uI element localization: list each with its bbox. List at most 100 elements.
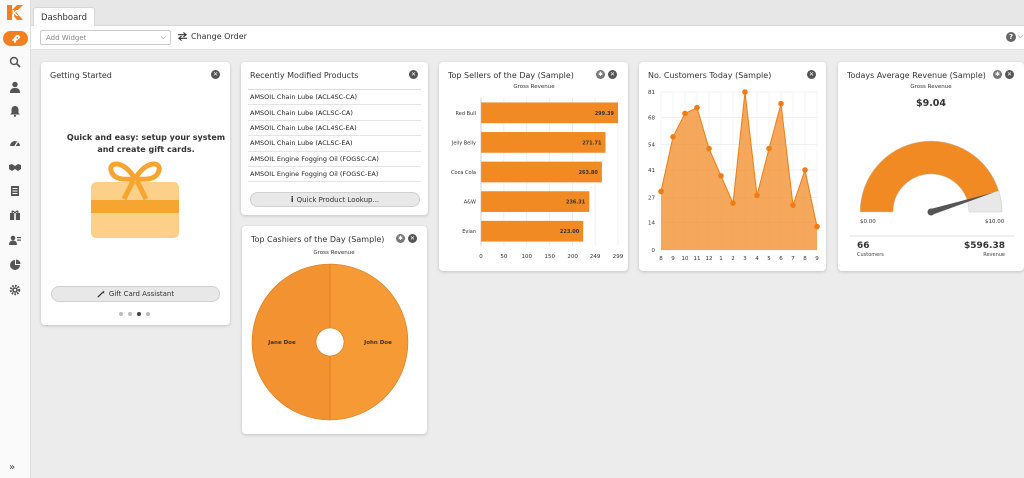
gauge-max-label: $10.00 [985,219,1005,225]
settings-gear-icon[interactable]: ✱ [993,70,1002,79]
x-tick-label: 6 [779,256,783,262]
card-title: No. Customers Today (Sample) [648,71,772,80]
data-point [778,100,784,107]
customers-count: 66 [857,241,870,251]
pager-dot-active[interactable] [137,312,141,316]
category-label: Red Bull [456,111,476,117]
list-item[interactable]: AMSOIL Chain Lube (ACL4SC-EA) [248,121,421,137]
y-tick-label: 27 [648,195,655,201]
help-chevron-icon[interactable]: ⌵ [1017,32,1023,40]
x-tick-label: 12 [706,256,713,262]
pie-icon[interactable] [7,257,23,273]
gift-card-assistant-label: Gift Card Assistant [108,290,175,298]
bar [481,132,606,153]
list-item[interactable]: AMSOIL Engine Fogging Oil (FOGSC-CA) [248,152,421,167]
add-widget-select[interactable]: Add Widget ⌵ [40,30,171,45]
bar [481,191,590,212]
x-tick-label: 0 [479,254,483,260]
close-icon[interactable]: ✕ [807,70,816,79]
top-cashiers-card: Top Cashiers of the Day (Sample) ✱ ✕ Gro… [242,226,427,434]
bar-value-label: 263.80 [579,170,599,176]
help-icon[interactable]: ? [1006,32,1016,42]
x-tick-label: 3 [743,256,747,262]
change-order-button[interactable]: Change Order [177,32,247,41]
list-item[interactable]: AMSOIL Engine Fogging Oil (FOGSC-EA) [248,167,421,183]
tab-dashboard[interactable]: Dashboard [33,7,95,27]
top-sellers-card: Top Sellers of the Day (Sample) ✱ ✕ Gros… [439,62,628,271]
close-icon[interactable]: ✕ [409,70,418,79]
y-tick-label: 14 [648,221,655,227]
data-point [694,104,700,111]
settings-gear-icon[interactable]: ✱ [396,234,405,243]
bar [481,220,584,242]
close-icon[interactable]: ✕ [608,70,617,79]
list-item[interactable]: AMSOIL Chain Lube (ACLSC-EA) [248,136,421,152]
card-title: Recently Modified Products [250,71,359,80]
x-tick-label: 7 [791,256,795,262]
revenue-total: $596.38 [964,241,1005,251]
gift-card-assistant-button[interactable]: Gift Card Assistant [51,286,220,302]
search-icon[interactable] [7,54,23,70]
gauge-icon[interactable] [7,135,23,151]
gauge-needle [930,192,995,215]
bar [481,161,602,183]
x-tick-label: 299 [613,254,624,260]
data-point [730,200,736,206]
customers-label: Customers [857,252,884,258]
close-icon[interactable]: ✕ [211,70,220,79]
list-icon[interactable] [7,183,23,199]
x-tick-label: 150 [544,254,555,260]
expand-sidebar-icon[interactable]: » [9,462,16,473]
gift-icon[interactable] [7,207,23,223]
data-point [814,223,820,230]
x-tick-label: 11 [694,256,701,262]
bar-value-label: 236.31 [566,200,586,206]
y-tick-label: 41 [648,168,655,174]
pager-dot[interactable] [119,312,123,316]
chart-title: Gross Revenue [513,84,555,90]
gauge-needle-hub [927,208,935,216]
x-tick-label: 9 [815,256,819,262]
recently-modified-card: Recently Modified Products ✕ AMSOIL Chai… [241,62,428,215]
gear-icon[interactable] [7,282,23,298]
product-list: AMSOIL Chain Lube (ACL4SC-CA) AMSOIL Cha… [248,89,421,183]
category-label: Coca Cola [451,170,476,176]
card-title: Getting Started [50,71,112,80]
quick-product-lookup-button[interactable]: i Quick Product Lookup... [250,192,420,207]
rocket-icon[interactable] [3,31,28,46]
x-tick-label: 5 [767,256,771,262]
gauge-min-label: $0.00 [860,219,876,225]
getting-started-message: Quick and easy: setup your system and cr… [66,133,226,154]
carousel-pager [119,312,150,316]
app-logo[interactable]: K [5,4,25,21]
close-icon[interactable]: ✕ [408,234,417,243]
users-icon[interactable] [7,232,23,248]
bell-icon[interactable] [7,103,23,119]
bar-value-label: 271.71 [582,140,602,146]
revenue-label: Revenue [983,252,1005,258]
list-item[interactable]: AMSOIL Chain Lube (ACL4SC-CA) [248,90,421,106]
quick-product-lookup-label: Quick Product Lookup... [296,195,380,204]
gauge-value: $9.04 [916,98,946,109]
data-point [718,173,724,179]
bar-value-label: 299.39 [595,111,615,117]
slice-label: Jane Doe [267,340,296,346]
close-icon[interactable]: ✕ [1005,70,1014,79]
chart-title: Gross Revenue [313,250,355,256]
data-point [658,188,664,195]
handshake-icon[interactable] [7,159,23,175]
data-point [670,134,676,140]
x-tick-label: 8 [659,256,663,262]
pie-slice [251,263,331,421]
list-item[interactable]: AMSOIL Chain Lube (ACLSC-CA) [248,105,421,121]
y-tick-label: 81 [648,90,655,96]
data-point [682,110,688,117]
pager-dot[interactable] [128,312,132,316]
x-tick-label: 1 [719,256,723,262]
settings-gear-icon[interactable]: ✱ [596,70,605,79]
pager-dot[interactable] [146,312,150,316]
user-icon[interactable] [7,79,23,95]
x-tick-label: 10 [682,256,689,262]
x-tick-label: 2 [731,256,735,262]
customers-today-card: No. Customers Today (Sample) ✕ 0 14 27 41 54… [639,62,826,271]
